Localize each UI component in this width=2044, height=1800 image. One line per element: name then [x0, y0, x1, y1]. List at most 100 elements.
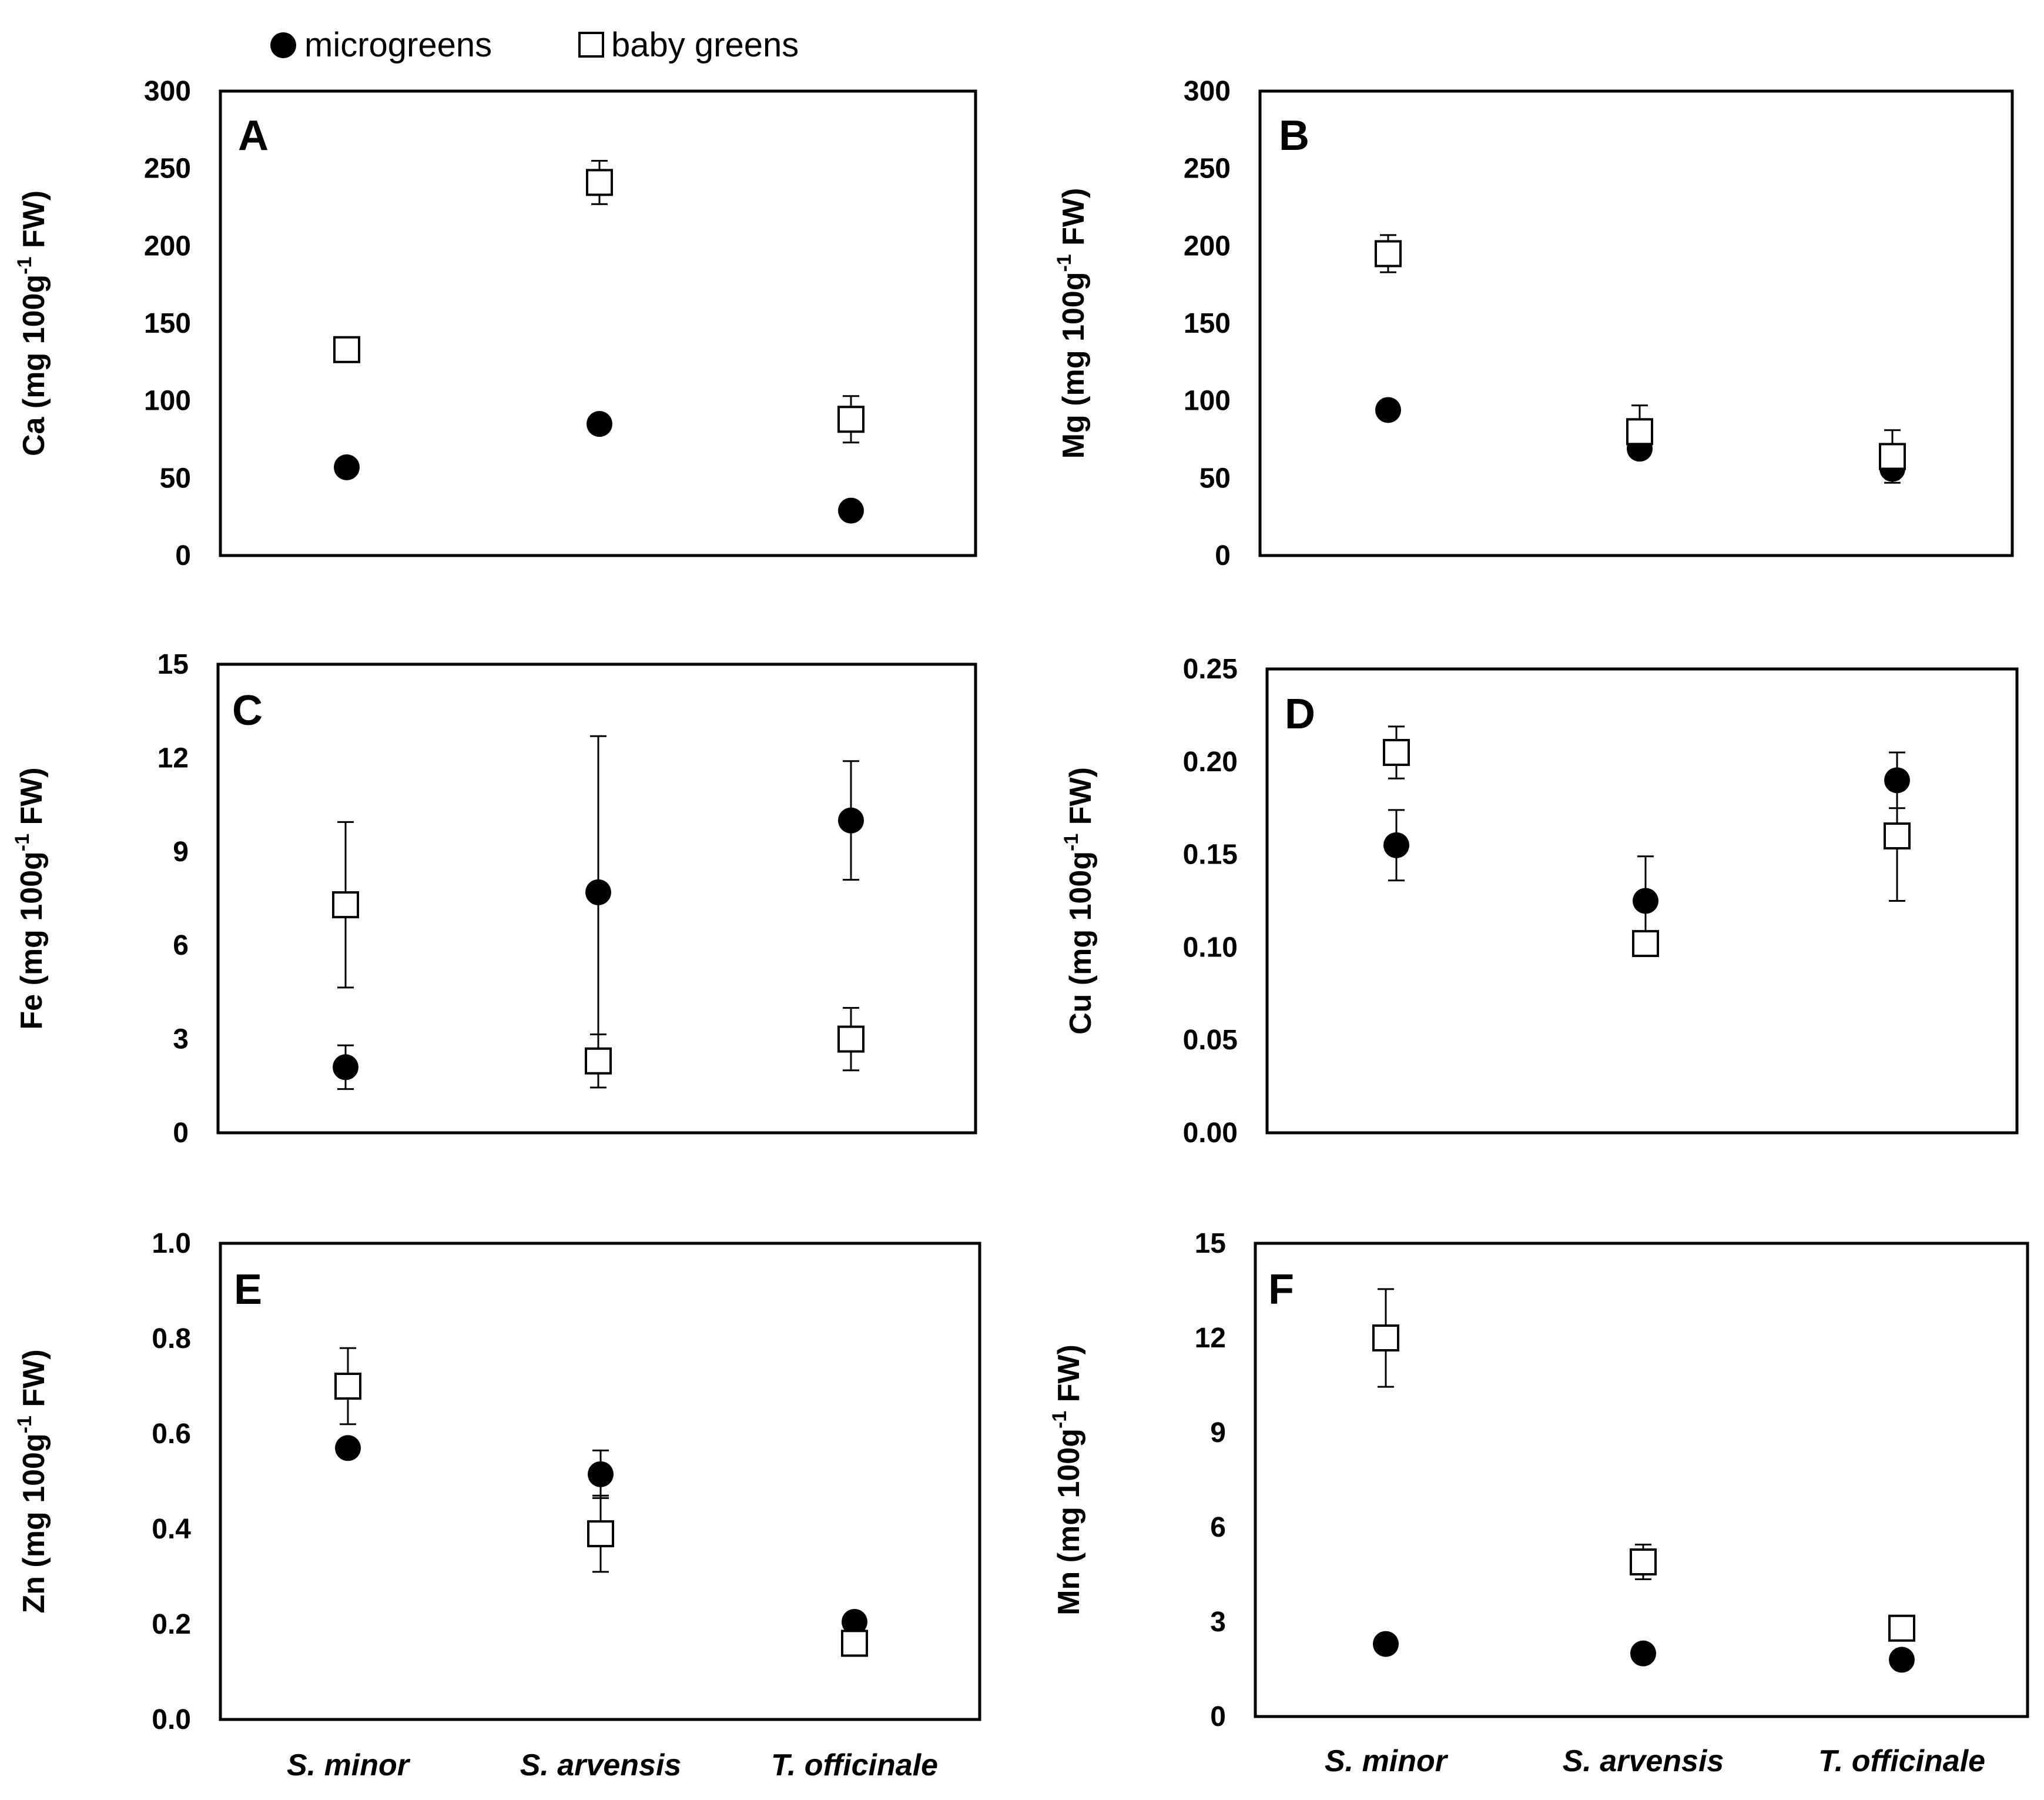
panel-d-ytick: 0.05 [1183, 1025, 1238, 1056]
panel-e: E 0.0 0.2 0.4 0.6 0.8 1.0 Zn (mg 100g-1 FW) S. m… [14, 1228, 981, 1782]
panel-e-baby-greens-point [587, 1520, 614, 1548]
panel-a-microgreens-point [334, 454, 360, 480]
panel-e-category-s-arvensis: S. arvensis [520, 1748, 682, 1782]
panel-a-baby-greens-point [586, 169, 613, 196]
panel-d-baby-greens-point [1383, 739, 1410, 767]
panel-d-ytick: 0.15 [1183, 839, 1238, 871]
panel-d-ytick: 0.10 [1183, 932, 1238, 963]
legend-baby-greens-marker [578, 32, 604, 58]
panel-f-category-s-arvensis: S. arvensis [1563, 1744, 1724, 1778]
panel-e-ytick: 1.0 [152, 1228, 191, 1259]
panel-f-microgreens-point [1630, 1640, 1656, 1667]
panel-c-ytick: 9 [173, 837, 189, 868]
panel-f-ytick: 12 [1195, 1323, 1226, 1354]
panel-b-ytick: 250 [1184, 153, 1231, 185]
panel-d-frame [1265, 667, 2019, 1135]
panel-e-category-s-minor: S. minor [287, 1748, 411, 1782]
panel-a: A 0 50 100 150 200 250 300 Ca (mg 100g-1 FW) [14, 76, 977, 571]
panel-e-microgreens-point [842, 1608, 867, 1635]
panel-c-microgreens-point [585, 879, 611, 905]
panel-c-label: C [232, 687, 263, 734]
panel-e-ylabel: Zn (mg 100g-1 FW) [14, 1349, 51, 1613]
panel-c-ytick: 15 [158, 649, 189, 680]
panel-c-ytick: 0 [173, 1118, 189, 1149]
panel-a-baby-greens-point [837, 406, 864, 433]
panel-e-category-t-officinale: T. officinale [771, 1748, 938, 1782]
panel-c-microgreens-point [333, 1054, 358, 1080]
panel-b-ytick: 100 [1184, 386, 1231, 417]
panel-d-ytick: 0.20 [1183, 747, 1238, 778]
panel-d-ytick: 0.25 [1183, 654, 1238, 685]
panel-b-ylabel: Mg (mg 100g-1 FW) [1053, 188, 1091, 459]
panel-f-baby-greens-point [1630, 1548, 1657, 1576]
panel-d-ylabel: Cu (mg 100g-1 FW) [1060, 767, 1098, 1035]
panel-b-label: B [1279, 112, 1309, 159]
panel-a-ytick: 200 [144, 230, 191, 262]
panel-b-baby-greens-point [1626, 418, 1653, 446]
panel-a-ytick: 0 [175, 540, 191, 571]
panel-f-microgreens-point [1373, 1631, 1399, 1657]
panel-a-ytick: 150 [144, 308, 191, 339]
panel-f: F 0 3 6 9 12 15 Mn (mg 100g-1 FW) S. minor S. arv… [1048, 1228, 2029, 1778]
panel-f-frame [1254, 1242, 2029, 1718]
panel-c-baby-greens-point [332, 891, 359, 919]
panel-a-ylabel: Ca (mg 100g-1 FW) [14, 190, 51, 456]
panel-e-ytick: 0.4 [152, 1514, 191, 1545]
panel-a-ytick: 100 [144, 386, 191, 417]
panel-d-baby-greens-point [1632, 930, 1659, 958]
panel-e-microgreens-point [588, 1461, 614, 1487]
legend: microgreens baby greens [270, 26, 799, 64]
panel-f-ytick: 6 [1210, 1512, 1226, 1543]
panel-f-category-t-officinale: T. officinale [1818, 1744, 1985, 1778]
panel-e-microgreens-point [335, 1435, 361, 1461]
panel-b-microgreens-point [1375, 397, 1401, 423]
panel-b-frame [1258, 89, 2014, 557]
panel-f-ytick: 3 [1210, 1607, 1226, 1638]
panel-e-baby-greens-point [334, 1373, 361, 1400]
panel-c-microgreens-point [838, 807, 864, 834]
panel-b-baby-greens-point [1879, 443, 1906, 470]
panel-b-ytick: 150 [1184, 308, 1231, 339]
panel-a-label: A [238, 112, 269, 159]
panel-a-baby-greens-point [333, 336, 360, 363]
legend-baby-greens-label: baby greens [611, 26, 799, 64]
panel-d-ytick: 0.00 [1183, 1118, 1238, 1149]
panel-b-ytick: 300 [1184, 76, 1231, 107]
panel-e-frame [219, 1242, 981, 1721]
panel-f-ytick: 9 [1210, 1417, 1226, 1448]
panel-b-ytick: 200 [1184, 230, 1231, 262]
panel-a-frame [219, 89, 977, 557]
panel-e-ytick: 0.2 [152, 1609, 191, 1640]
panel-e-baby-greens-point [841, 1630, 868, 1657]
panel-e-ytick: 0.0 [152, 1704, 191, 1735]
panel-d-microgreens-point [1383, 832, 1409, 858]
panel-a-ytick: 250 [144, 153, 191, 185]
panel-f-ytick: 15 [1195, 1228, 1226, 1259]
legend-microgreens-marker [270, 32, 296, 58]
panel-e-label: E [234, 1266, 262, 1313]
panel-f-baby-greens-point [1372, 1324, 1399, 1351]
panel-c-baby-greens-point [837, 1025, 864, 1053]
panel-c-ylabel: Fe (mg 100g-1 FW) [11, 767, 49, 1029]
panel-d-baby-greens-point [1884, 822, 1911, 850]
panel-f-ytick: 0 [1210, 1701, 1226, 1732]
panel-f-label: F [1268, 1266, 1294, 1313]
panel-a-microgreens-point [838, 497, 864, 524]
panel-d-microgreens-point [1884, 767, 1910, 794]
panel-a-ytick: 50 [160, 463, 191, 494]
panel-b-ytick: 0 [1215, 540, 1231, 571]
legend-microgreens-label: microgreens [304, 26, 492, 64]
panel-e-ytick: 0.8 [152, 1323, 191, 1354]
panel-f-microgreens-point [1889, 1647, 1915, 1673]
panel-b-ytick: 50 [1199, 463, 1231, 494]
panel-c-ytick: 6 [173, 930, 189, 961]
panel-a-ytick: 300 [144, 76, 191, 107]
panel-a-microgreens-point [587, 411, 612, 437]
panel-c-baby-greens-point [585, 1047, 612, 1075]
panel-c: C 0 3 6 9 12 15 Fe (mg 100g-1 FW) [11, 649, 977, 1149]
panel-c-ytick: 3 [173, 1024, 189, 1055]
panel-e-ytick: 0.6 [152, 1418, 191, 1450]
panel-d: D 0.00 0.05 0.10 0.15 0.20 0.25 Cu (mg 100g-1 F… [1060, 654, 2019, 1149]
panel-f-category-s-minor: S. minor [1325, 1744, 1449, 1778]
